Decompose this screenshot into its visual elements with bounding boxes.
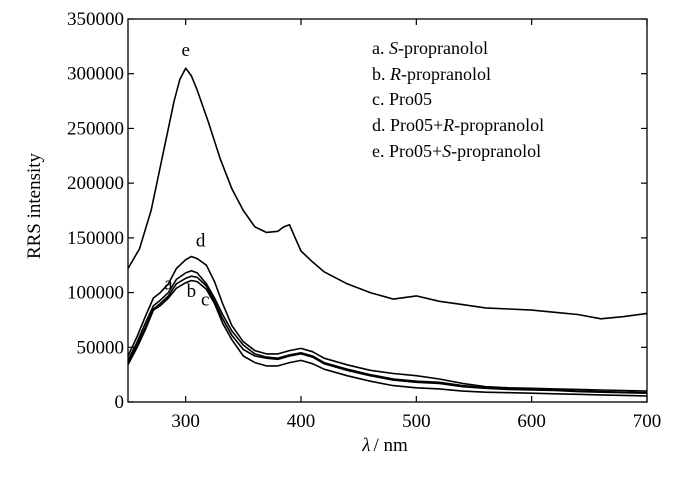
series-line-d: [127, 255, 648, 392]
plot-area-border: [127, 18, 648, 403]
x-axis-ticks: 300 400 500 600 700: [171, 19, 661, 432]
x-tick-label-500: 500: [402, 411, 431, 432]
curve-label-b: b: [187, 281, 197, 302]
y-tick-label-150000: 150000: [67, 228, 124, 249]
curve-labels: a b c d e: [164, 40, 209, 310]
curve-label-a: a: [164, 273, 173, 294]
x-axis-symbol: λ: [361, 435, 370, 456]
y-tick-label-50000: 50000: [77, 337, 125, 358]
curve-label-d: d: [196, 231, 206, 252]
legend-item-c: c. Pro05: [372, 89, 432, 109]
y-axis-title: RRS intensity: [24, 152, 45, 259]
y-tick-label-250000: 250000: [67, 118, 124, 139]
legend-item-b: b. R-propranolol: [372, 64, 491, 84]
plot-frame: [127, 18, 648, 403]
legend-item-e: e. Pro05+S-propranolol: [372, 141, 541, 161]
y-tick-label-200000: 200000: [67, 173, 124, 194]
curve-label-e: e: [181, 40, 189, 61]
y-tick-label-0: 0: [115, 392, 125, 413]
x-tick-label-300: 300: [171, 411, 200, 432]
legend: a. S-propranolol b. R-propranolol c. Pro…: [372, 38, 544, 161]
x-tick-label-700: 700: [633, 411, 662, 432]
legend-item-d: d. Pro05+R-propranolol: [372, 115, 544, 135]
series-group: [127, 67, 648, 397]
y-tick-label-300000: 300000: [67, 64, 124, 85]
curve-label-c: c: [201, 290, 209, 311]
x-tick-label-400: 400: [287, 411, 316, 432]
series-line-c: [127, 279, 648, 397]
y-axis-ticks: 0 50000 100000 150000 200000 250000 300000 3500…: [67, 9, 647, 413]
legend-item-a: a. S-propranolol: [372, 38, 488, 58]
y-tick-label-350000: 350000: [67, 9, 124, 30]
x-tick-label-600: 600: [517, 411, 546, 432]
series-line-b: [127, 275, 648, 394]
series-line-e: [127, 67, 648, 320]
y-tick-label-100000: 100000: [67, 283, 124, 304]
x-axis-unit: / nm: [373, 435, 408, 456]
x-axis-title: λ / nm: [361, 435, 408, 456]
